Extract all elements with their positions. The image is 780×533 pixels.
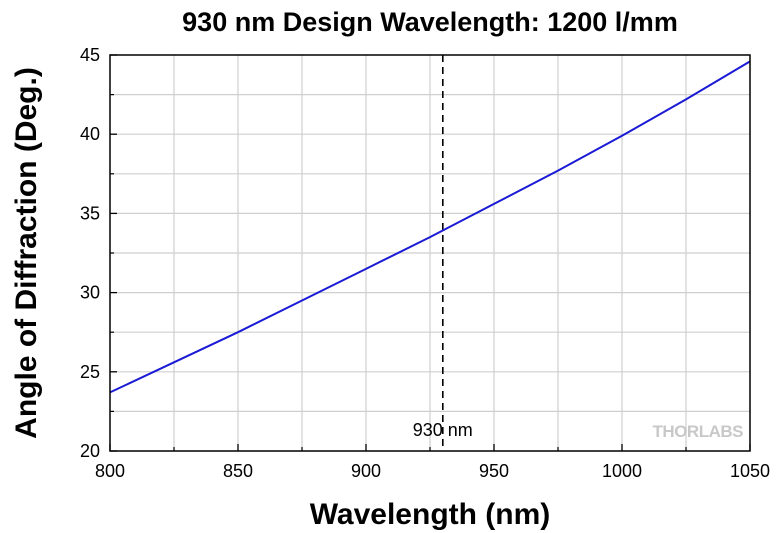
chart-title: 930 nm Design Wavelength: 1200 l/mm [182, 7, 678, 37]
design-wavelength-label: 930 nm [413, 420, 473, 440]
y-tick-label: 40 [80, 124, 100, 144]
series-lines [109, 60, 751, 394]
y-axis-label: Angle of Diffraction (Deg.) [10, 67, 43, 439]
y-tick-label: 20 [80, 441, 100, 461]
thorlabs-logo: THORLABS [653, 422, 744, 441]
y-tick-label: 25 [80, 362, 100, 382]
x-tick-label: 800 [95, 461, 125, 481]
y-tick-label: 45 [80, 45, 100, 65]
x-tick-label: 1000 [602, 461, 642, 481]
plot-frame [109, 54, 751, 452]
x-tick-label: 900 [351, 461, 381, 481]
diffraction-angle-line [109, 60, 751, 394]
gridlines [110, 55, 750, 451]
y-tick-label: 30 [80, 283, 100, 303]
axis-ticks [109, 54, 751, 452]
annotations: 930 nm [413, 55, 473, 451]
y-tick-label: 35 [80, 203, 100, 223]
x-tick-label: 1050 [730, 461, 770, 481]
x-axis-label: Wavelength (nm) [310, 498, 551, 531]
x-tick-label: 850 [223, 461, 253, 481]
x-tick-label: 950 [479, 461, 509, 481]
tick-labels: 800 850 900 950 1000 1050 20 25 30 35 40 45 [80, 45, 770, 481]
